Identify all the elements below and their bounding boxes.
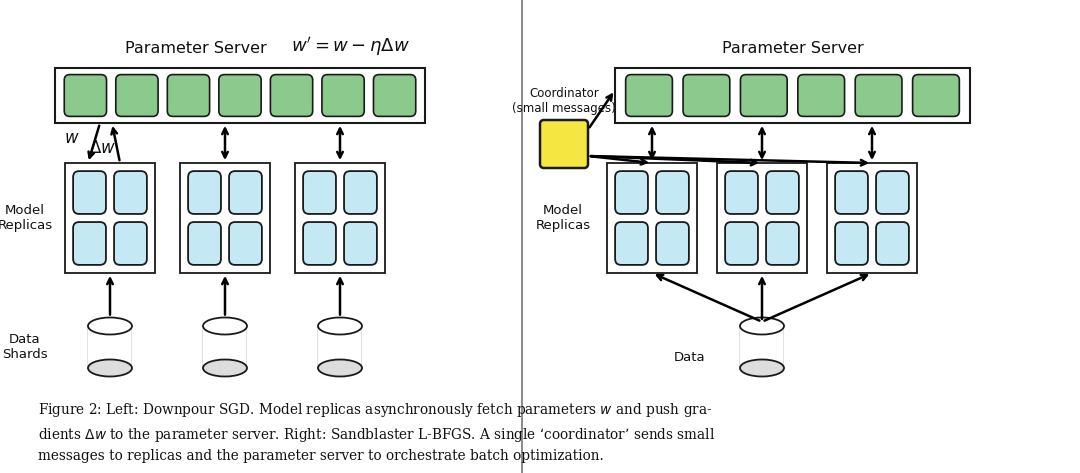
Ellipse shape bbox=[87, 317, 132, 334]
Bar bbox=[318, 326, 362, 368]
Bar bbox=[87, 326, 132, 368]
Bar bbox=[180, 163, 270, 273]
FancyBboxPatch shape bbox=[725, 171, 758, 214]
Text: Coordinator
(small messages): Coordinator (small messages) bbox=[512, 87, 616, 115]
Bar bbox=[65, 163, 156, 273]
FancyBboxPatch shape bbox=[798, 75, 845, 116]
Bar bbox=[295, 163, 384, 273]
Bar bbox=[717, 163, 807, 273]
Bar bbox=[615, 68, 970, 123]
Text: Figure 2: Left: Downpour SGD. Model replicas asynchronously fetch parameters $w$: Figure 2: Left: Downpour SGD. Model repl… bbox=[38, 401, 715, 463]
FancyBboxPatch shape bbox=[303, 171, 336, 214]
Ellipse shape bbox=[203, 317, 247, 334]
FancyBboxPatch shape bbox=[229, 222, 262, 265]
FancyBboxPatch shape bbox=[167, 75, 210, 116]
FancyBboxPatch shape bbox=[114, 171, 147, 214]
FancyBboxPatch shape bbox=[188, 222, 221, 265]
Text: Data
Shards: Data Shards bbox=[2, 333, 48, 361]
Text: Parameter Server: Parameter Server bbox=[124, 41, 267, 56]
FancyBboxPatch shape bbox=[64, 75, 107, 116]
Text: $\Delta w$: $\Delta w$ bbox=[89, 139, 116, 157]
Text: Parameter Server: Parameter Server bbox=[721, 41, 863, 56]
Ellipse shape bbox=[203, 359, 247, 377]
FancyBboxPatch shape bbox=[766, 222, 799, 265]
FancyBboxPatch shape bbox=[766, 171, 799, 214]
Ellipse shape bbox=[740, 317, 784, 334]
FancyBboxPatch shape bbox=[683, 75, 730, 116]
FancyBboxPatch shape bbox=[116, 75, 158, 116]
FancyBboxPatch shape bbox=[345, 222, 377, 265]
FancyBboxPatch shape bbox=[188, 171, 221, 214]
FancyBboxPatch shape bbox=[741, 75, 787, 116]
Ellipse shape bbox=[318, 359, 362, 377]
FancyBboxPatch shape bbox=[725, 222, 758, 265]
FancyBboxPatch shape bbox=[625, 75, 673, 116]
FancyBboxPatch shape bbox=[270, 75, 313, 116]
FancyBboxPatch shape bbox=[219, 75, 261, 116]
Text: Model
Replicas: Model Replicas bbox=[536, 204, 591, 232]
FancyBboxPatch shape bbox=[73, 222, 106, 265]
FancyBboxPatch shape bbox=[616, 171, 648, 214]
FancyBboxPatch shape bbox=[73, 171, 106, 214]
Bar bbox=[740, 326, 784, 368]
FancyBboxPatch shape bbox=[540, 120, 588, 168]
Text: Data: Data bbox=[674, 350, 706, 363]
FancyBboxPatch shape bbox=[374, 75, 416, 116]
FancyBboxPatch shape bbox=[303, 222, 336, 265]
FancyBboxPatch shape bbox=[656, 222, 689, 265]
Ellipse shape bbox=[318, 317, 362, 334]
FancyBboxPatch shape bbox=[229, 171, 262, 214]
FancyBboxPatch shape bbox=[835, 171, 868, 214]
Ellipse shape bbox=[740, 359, 784, 377]
Ellipse shape bbox=[87, 359, 132, 377]
Text: $w^{\prime} = w - \eta\Delta w$: $w^{\prime} = w - \eta\Delta w$ bbox=[292, 35, 410, 58]
Bar bbox=[203, 326, 247, 368]
Text: $w$: $w$ bbox=[64, 129, 80, 147]
Text: Model
Replicas: Model Replicas bbox=[0, 204, 53, 232]
FancyBboxPatch shape bbox=[876, 171, 909, 214]
Bar bbox=[607, 163, 697, 273]
FancyBboxPatch shape bbox=[114, 222, 147, 265]
Bar bbox=[55, 68, 426, 123]
FancyBboxPatch shape bbox=[913, 75, 959, 116]
FancyBboxPatch shape bbox=[322, 75, 364, 116]
FancyBboxPatch shape bbox=[876, 222, 909, 265]
FancyBboxPatch shape bbox=[855, 75, 902, 116]
Bar bbox=[827, 163, 917, 273]
FancyBboxPatch shape bbox=[835, 222, 868, 265]
FancyBboxPatch shape bbox=[616, 222, 648, 265]
FancyBboxPatch shape bbox=[656, 171, 689, 214]
FancyBboxPatch shape bbox=[345, 171, 377, 214]
